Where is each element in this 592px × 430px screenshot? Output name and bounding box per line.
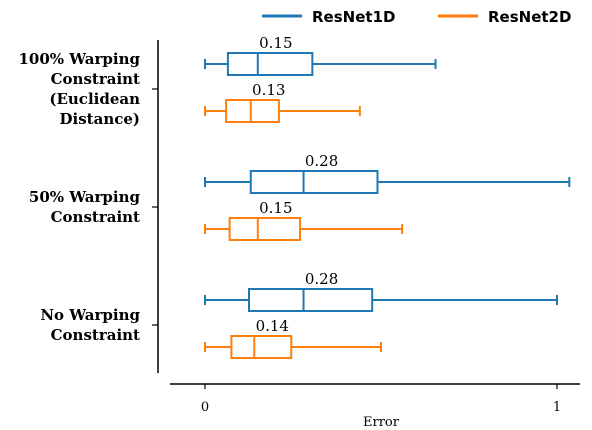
legend-entry: ResNet2D	[488, 8, 571, 26]
category-label: Constraint	[51, 208, 140, 226]
median-label: 0.28	[305, 152, 338, 170]
category-label: 50% Warping	[29, 188, 141, 206]
legend-entry: ResNet1D	[312, 8, 395, 26]
category-label: No Warping	[40, 306, 140, 324]
x-axis-label: Error	[363, 415, 400, 430]
category-label: Constraint	[51, 326, 140, 344]
x-tick-label: 1	[553, 400, 561, 415]
box-iqr	[230, 335, 293, 359]
category-label: Constraint	[51, 70, 140, 88]
category-label: Distance)	[60, 110, 140, 128]
box-iqr	[228, 217, 302, 241]
median-label: 0.15	[259, 199, 292, 217]
category-label: 100% Warping	[18, 50, 140, 68]
median-label: 0.28	[305, 270, 338, 288]
box-iqr	[249, 170, 379, 194]
box-iqr	[248, 288, 374, 312]
median-label: 0.13	[252, 81, 285, 99]
median-label: 0.15	[259, 34, 292, 52]
median-label: 0.14	[256, 317, 289, 335]
box-iqr	[226, 52, 314, 76]
x-tick-label: 0	[201, 400, 209, 415]
category-label: (Euclidean	[49, 90, 140, 108]
box-iqr	[225, 99, 280, 123]
